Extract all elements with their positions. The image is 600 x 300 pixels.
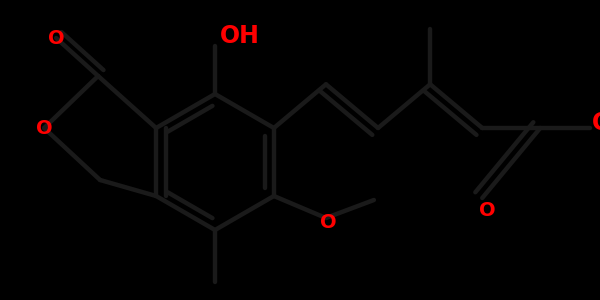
Text: O: O xyxy=(36,118,52,137)
Text: O: O xyxy=(320,214,336,232)
Text: O: O xyxy=(48,28,64,47)
Text: O: O xyxy=(479,200,496,220)
Text: OH: OH xyxy=(220,24,260,48)
Text: OH: OH xyxy=(592,111,600,135)
